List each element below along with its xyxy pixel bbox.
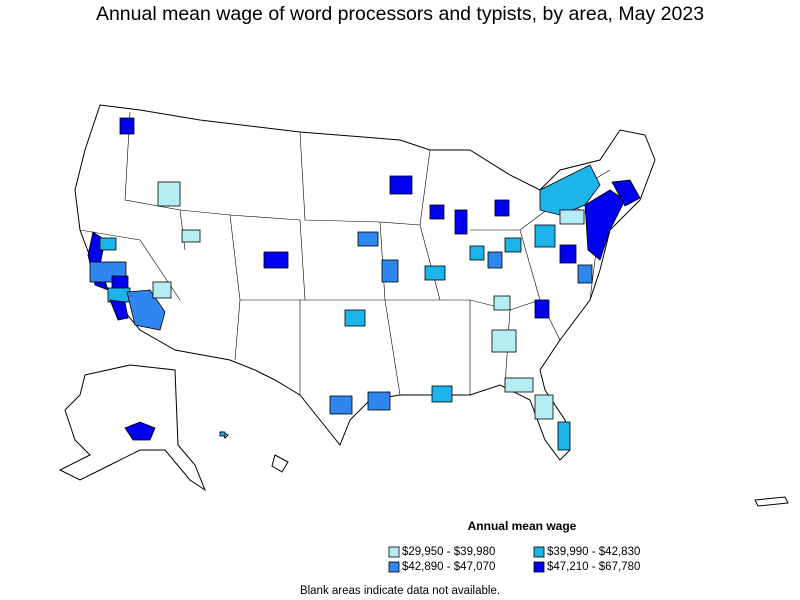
area [487, 251, 503, 269]
footnote: Blank areas indicate data not available. [300, 585, 500, 597]
area [109, 299, 129, 321]
area [559, 209, 585, 225]
legend: Annual mean wage $29,950 - $39,980 $39,99… [388, 519, 640, 573]
area [494, 199, 510, 217]
map-title: Annual mean wage of word processors and … [96, 3, 704, 25]
legend-title: Annual mean wage [468, 519, 577, 533]
area [424, 265, 446, 281]
area [557, 421, 571, 451]
legend-label: $29,950 - $39,980 [402, 546, 495, 558]
area [124, 421, 156, 441]
area [126, 289, 166, 331]
area [559, 244, 577, 264]
area [534, 394, 554, 420]
legend-label: $42,890 - $47,070 [402, 561, 495, 573]
map [58, 104, 789, 507]
area [157, 181, 181, 207]
contiguous-us [74, 104, 656, 461]
legend-label: $39,990 - $42,830 [547, 546, 640, 558]
colored-areas [87, 117, 641, 451]
area [329, 395, 353, 415]
area [493, 295, 511, 311]
legend-swatch [388, 546, 400, 558]
area [263, 251, 289, 269]
area [611, 179, 641, 207]
legend-swatch [388, 561, 400, 573]
area [152, 281, 172, 299]
legend-label: $47,210 - $67,780 [547, 561, 640, 573]
area [119, 117, 135, 135]
legend-items: $29,950 - $39,980 $39,990 - $42,830 $42,89… [388, 546, 640, 573]
hawaii-big [271, 454, 289, 473]
area [504, 237, 522, 253]
area [469, 245, 485, 261]
area [534, 224, 556, 248]
area [504, 377, 534, 393]
area [584, 189, 626, 261]
legend-swatch [533, 546, 545, 558]
area [431, 385, 453, 403]
area [381, 259, 399, 283]
area [577, 264, 593, 284]
area [181, 229, 201, 243]
area [367, 391, 391, 411]
legend-swatch [533, 561, 545, 573]
area [357, 231, 379, 247]
area [454, 209, 468, 235]
area [99, 237, 117, 251]
area [539, 164, 601, 216]
area [429, 204, 445, 220]
area [389, 175, 413, 195]
area [219, 431, 226, 437]
area [344, 309, 366, 327]
area [534, 299, 550, 319]
puerto-rico [754, 496, 789, 507]
area [491, 329, 517, 353]
